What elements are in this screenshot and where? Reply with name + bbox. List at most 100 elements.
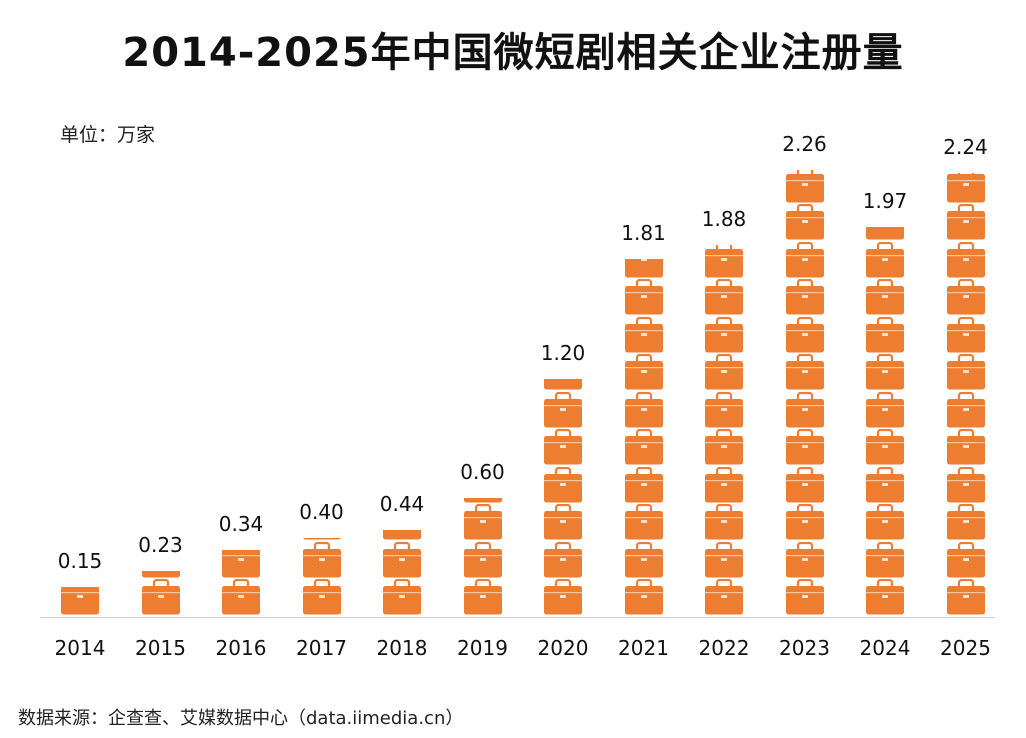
briefcase-icon: [705, 504, 743, 542]
value-label: 0.40: [299, 499, 344, 524]
briefcase-icon: [463, 579, 502, 617]
briefcase-icon: [866, 504, 904, 542]
bar-2014: [60, 587, 100, 617]
briefcase-icon: [785, 316, 824, 355]
briefcase-icon: [544, 429, 582, 467]
briefcase-icon: [946, 541, 985, 580]
bar-2023: [785, 169, 825, 617]
x-tick-label: 2024: [859, 636, 911, 660]
briefcase-icon: [866, 466, 904, 505]
bar-2019: [463, 498, 503, 617]
briefcase-icon: [624, 541, 663, 580]
briefcase-icon: [866, 354, 904, 392]
briefcase-icon: [222, 579, 260, 617]
briefcase-icon: [61, 587, 99, 617]
briefcase-icon: [624, 429, 663, 467]
briefcase-icon: [946, 279, 985, 317]
x-tick-label: 2021: [618, 636, 669, 660]
x-tick-label: 2018: [376, 636, 428, 660]
briefcase-icon: [383, 529, 421, 542]
briefcase-icon: [785, 279, 824, 317]
briefcase-icon: [785, 241, 824, 280]
briefcase-icon: [705, 541, 743, 580]
value-label: 2.26: [782, 131, 827, 156]
briefcase-icon: [463, 504, 502, 542]
bar-2018: [382, 529, 422, 617]
x-tick-label: 2015: [135, 636, 186, 660]
bar-2024: [865, 226, 905, 617]
briefcase-icon: [705, 391, 743, 430]
briefcase-icon: [705, 579, 743, 617]
briefcase-icon: [544, 379, 582, 392]
briefcase-icon: [946, 204, 985, 242]
briefcase-icon: [624, 504, 663, 542]
briefcase-icon: [946, 173, 985, 204]
briefcase-icon: [624, 258, 663, 280]
value-label: 0.44: [379, 491, 425, 516]
briefcase-icon: [141, 571, 180, 579]
briefcase-icon: [624, 579, 663, 617]
briefcase-icon: [624, 279, 663, 317]
bar-2016: [221, 549, 261, 617]
briefcase-icon: [785, 429, 824, 467]
briefcase-icon: [383, 541, 421, 580]
briefcase-icon: [946, 579, 985, 617]
briefcase-icon: [705, 279, 743, 317]
x-tick-label: 2022: [698, 636, 750, 660]
briefcase-icon: [302, 579, 341, 617]
briefcase-icon: [705, 429, 743, 467]
briefcase-icon: [544, 466, 582, 505]
value-label: 0.15: [57, 549, 103, 574]
value-label: 1.88: [701, 206, 747, 231]
x-tick-label: 2016: [215, 636, 267, 660]
x-tick-label: 2019: [457, 636, 508, 660]
bar-2025: [946, 173, 986, 617]
briefcase-icon: [785, 579, 824, 617]
briefcase-icon: [785, 391, 824, 430]
briefcase-icon: [946, 429, 985, 467]
briefcase-icon: [866, 429, 904, 467]
briefcase-icon: [946, 504, 985, 542]
briefcase-icon: [705, 244, 743, 280]
briefcase-icon: [624, 316, 663, 355]
bar-2015: [141, 571, 181, 617]
briefcase-icon: [624, 391, 663, 430]
briefcase-icon: [866, 226, 904, 242]
briefcase-icon: [785, 504, 824, 542]
briefcase-icon: [705, 466, 743, 505]
briefcase-icon: [946, 466, 985, 505]
briefcase-icon: [624, 466, 663, 505]
briefcase-icon: [705, 354, 743, 392]
bar-2022: [704, 244, 744, 617]
x-axis-line: [40, 617, 995, 618]
briefcase-icon: [463, 541, 502, 580]
briefcase-icon: [946, 316, 985, 355]
value-label: 2.24: [943, 135, 988, 160]
briefcase-icon: [463, 498, 502, 504]
briefcase-icon: [785, 354, 824, 392]
briefcase-icon: [946, 241, 985, 280]
briefcase-icon: [302, 537, 341, 542]
briefcase-icon: [866, 391, 904, 430]
x-tick-label: 2025: [940, 636, 991, 660]
briefcase-icon: [946, 354, 985, 392]
briefcase-icon: [302, 541, 341, 580]
bar-2021: [624, 258, 664, 617]
bar-2020: [543, 379, 583, 617]
briefcase-icon: [544, 391, 582, 430]
value-label: 0.34: [218, 511, 264, 536]
briefcase-icon: [866, 279, 904, 317]
briefcase-icon: [624, 354, 663, 392]
x-tick-label: 2017: [296, 636, 347, 660]
briefcase-icon: [705, 316, 743, 355]
briefcase-icon: [383, 579, 421, 617]
briefcase-icon: [946, 391, 985, 430]
x-tick-label: 2023: [779, 636, 830, 660]
chart-title: 2014-2025年中国微短剧相关企业注册量: [122, 30, 904, 76]
briefcase-icon: [544, 504, 582, 542]
briefcase-icon: [866, 579, 904, 617]
briefcase-icon: [785, 169, 824, 205]
unit-label: 单位：万家: [60, 124, 156, 146]
value-label: 1.97: [862, 188, 908, 213]
